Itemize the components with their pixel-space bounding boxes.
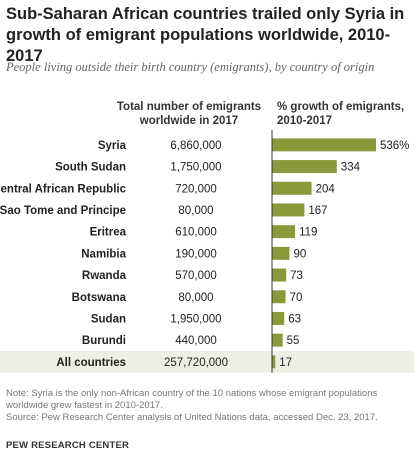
bar-sao-tome-and-principe	[272, 203, 305, 217]
bar-central-african-republic	[272, 181, 312, 195]
total-value-burundi: 440,000	[175, 335, 217, 347]
category-label-sao-tome-and-principe: Sao Tome and Principe	[0, 205, 126, 217]
bar-namibia	[272, 246, 290, 260]
value-label-central-african-republic: 204	[316, 183, 336, 195]
total-value-sudan: 1,950,000	[170, 313, 221, 325]
value-label-sao-tome-and-principe: 167	[308, 205, 327, 217]
value-label-botswana: 70	[290, 292, 303, 304]
highlight-row-all-countries	[0, 351, 414, 373]
bar-sudan	[272, 311, 285, 325]
total-value-rwanda: 570,000	[175, 270, 217, 282]
total-value-syria: 6,860,000	[170, 140, 221, 152]
category-label-central-african-republic: Central African Republic	[0, 183, 127, 195]
bar-chart: Syria 6,860,000 536% South Sudan 1,750,000 33…	[0, 130, 414, 373]
brand-logo-text: PEW RESEARCH CENTER	[6, 440, 130, 451]
value-label-sudan: 63	[288, 313, 301, 325]
total-value-south-sudan: 1,750,000	[170, 162, 221, 174]
total-value-central-african-republic: 720,000	[175, 183, 217, 195]
footer-notes: Note: Syria is the only non-African coun…	[6, 388, 416, 424]
bar-syria	[272, 138, 376, 152]
category-label-sudan: Sudan	[91, 313, 126, 325]
bar-all-countries	[272, 355, 276, 369]
chart-subtitle: People living outside their birth countr…	[6, 60, 375, 74]
value-label-syria: 536%	[380, 140, 409, 152]
bar-eritrea	[272, 225, 296, 239]
value-label-namibia: 90	[293, 248, 306, 260]
category-label-south-sudan: South Sudan	[55, 162, 126, 174]
category-label-eritrea: Eritrea	[90, 227, 127, 239]
bar-burundi	[272, 333, 283, 347]
value-label-south-sudan: 334	[341, 162, 361, 174]
category-label-rwanda: Rwanda	[82, 270, 127, 282]
category-label-burundi: Burundi	[82, 335, 126, 347]
chart-title: Sub-Saharan African countries trailed on…	[6, 5, 405, 65]
total-value-namibia: 190,000	[175, 248, 217, 260]
growth-header: % growth of emigrants, 2010-2017	[277, 101, 405, 127]
total-emigrants-header: Total number of emigrants worldwide in 2…	[116, 101, 262, 127]
value-label-burundi: 55	[287, 335, 300, 347]
footer-note: Note: Syria is the only non-African coun…	[6, 388, 378, 411]
bar-south-sudan	[272, 160, 337, 174]
category-label-namibia: Namibia	[81, 248, 126, 260]
total-value-eritrea: 610,000	[175, 227, 217, 239]
total-value-botswana: 80,000	[178, 292, 213, 304]
category-label-botswana: Botswana	[72, 292, 127, 304]
total-value-sao-tome-and-principe: 80,000	[178, 205, 213, 217]
value-label-eritrea: 119	[299, 227, 317, 239]
bar-botswana	[272, 290, 286, 304]
footer-source: Source: Pew Research Center analysis of …	[6, 412, 378, 423]
category-label-all-countries: All countries	[56, 357, 126, 369]
value-label-rwanda: 73	[290, 270, 303, 282]
bar-rwanda	[272, 268, 287, 282]
value-label-all-countries: 17	[279, 357, 292, 369]
category-label-syria: Syria	[98, 140, 127, 152]
total-value-all-countries: 257,720,000	[164, 357, 228, 369]
